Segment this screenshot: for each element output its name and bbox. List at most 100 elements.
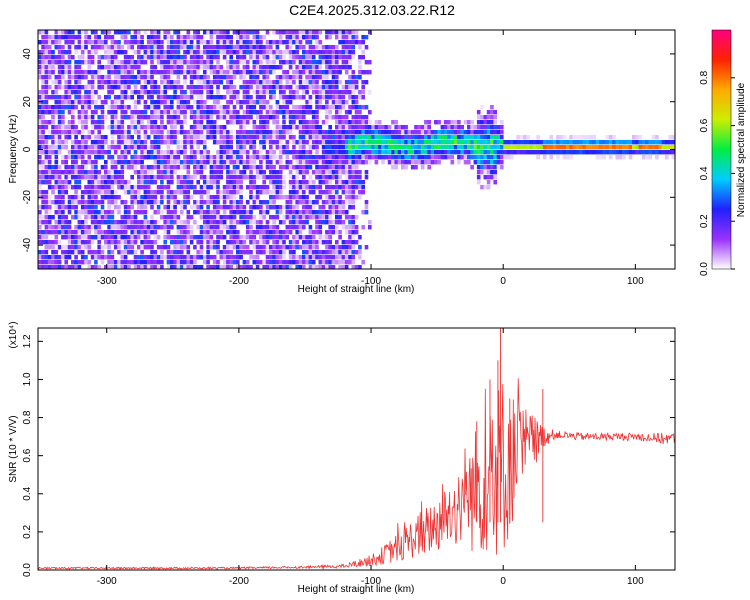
- spectrogram-cell: [467, 140, 471, 145]
- spectrogram-cell: [410, 135, 415, 140]
- spectrogram-cell: [361, 120, 365, 125]
- spectrogram-cell: [183, 195, 187, 200]
- spectrogram-cell: [199, 170, 204, 175]
- spectrogram-cell: [216, 130, 220, 135]
- spectrogram-cell: [229, 200, 233, 205]
- spectrogram-cell: [123, 85, 128, 90]
- spectrogram-cell: [80, 125, 85, 130]
- spectrogram-cell: [348, 225, 352, 230]
- spectrogram-cell: [74, 100, 78, 105]
- spectrogram-cell: [153, 200, 158, 205]
- spectrogram-cell: [262, 225, 266, 230]
- spectrogram-cell: [87, 235, 92, 240]
- spectrogram-cell: [84, 110, 88, 115]
- spectrogram-cell: [156, 200, 161, 205]
- spectrogram-cell: [351, 180, 356, 185]
- spectrogram-cell: [242, 95, 247, 100]
- spectrogram-cell: [176, 105, 181, 110]
- spectrogram-cell: [308, 135, 313, 140]
- spectrogram-cell: [216, 60, 220, 65]
- spectrogram-cell: [302, 95, 306, 100]
- spectrogram-cell: [84, 45, 88, 50]
- spectrogram-cell: [311, 265, 316, 269]
- spectrogram-cell: [298, 235, 303, 240]
- spectrogram-cell: [123, 115, 128, 120]
- spectrogram-cell: [203, 185, 207, 190]
- spectrogram-cell: [265, 65, 270, 70]
- spectrogram-cell: [183, 180, 187, 185]
- spectrogram-cell: [463, 130, 468, 135]
- spectrogram-cell: [206, 30, 210, 35]
- spectrogram-cell: [222, 165, 227, 170]
- spectrogram-cell: [186, 185, 191, 190]
- spectrogram-cell: [54, 130, 59, 135]
- spectrogram-cell: [64, 220, 68, 225]
- spectrogram-cell: [321, 180, 326, 185]
- spectrogram-cell: [236, 170, 240, 175]
- spectrogram-cell: [315, 195, 319, 200]
- spectrogram-cell: [77, 220, 82, 225]
- spectrogram-cell: [618, 155, 623, 160]
- spectrogram-cell: [242, 250, 247, 255]
- spectrogram-cell: [245, 45, 250, 50]
- spectrogram-cell: [117, 125, 121, 130]
- spectrogram-cell: [302, 245, 306, 250]
- spectrogram-cell: [285, 265, 290, 269]
- spectrogram-cell: [57, 180, 62, 185]
- spectrogram-cell: [117, 145, 121, 150]
- spectrogram-cell: [176, 180, 181, 185]
- spectrogram-cell: [127, 220, 131, 225]
- spectrogram-cell: [354, 145, 359, 150]
- spectrogram-cell: [344, 250, 349, 255]
- spectrogram-cell: [381, 140, 385, 145]
- spectrogram-cell: [127, 150, 131, 155]
- spectrogram-cell: [318, 230, 323, 235]
- spectrogram-cell: [38, 115, 42, 120]
- spectrogram-cell: [90, 130, 95, 135]
- spectrogram-cell: [265, 150, 270, 155]
- spectrogram-cell: [344, 260, 349, 265]
- spectrogram-cell: [496, 135, 501, 140]
- spectrogram-cell: [61, 105, 65, 110]
- spectrogram-cell: [308, 160, 313, 165]
- spectrogram-cell: [288, 115, 293, 120]
- spectrogram-cell: [245, 90, 250, 95]
- spectrogram-cell: [328, 45, 332, 50]
- spectrogram-cell: [130, 190, 134, 195]
- spectrogram-cell: [120, 260, 125, 265]
- spectrogram-cell: [94, 255, 98, 260]
- spectrogram-cell: [351, 225, 356, 230]
- spectrogram-cell: [302, 185, 306, 190]
- spectrogram-cell: [74, 45, 78, 50]
- spectrogram-cell: [110, 35, 115, 40]
- spectrogram-cell: [348, 200, 352, 205]
- spectrogram-cell: [97, 155, 101, 160]
- spectrogram-cell: [265, 40, 270, 45]
- spectrogram-cell: [90, 115, 95, 120]
- spectrogram-cell: [242, 90, 247, 95]
- spectrogram-cell: [57, 220, 62, 225]
- spectrogram-cell: [170, 50, 174, 55]
- spectrogram-cell: [272, 30, 276, 35]
- spectrogram-cell: [298, 140, 303, 145]
- spectrogram-cell: [480, 120, 484, 125]
- spectrogram-cell: [252, 240, 257, 245]
- spectrogram-cell: [94, 265, 98, 269]
- spectrogram-cell: [209, 130, 214, 135]
- spectrogram-cell: [113, 220, 118, 225]
- spectrogram-cell: [305, 110, 309, 115]
- spectrogram-cell: [51, 120, 55, 125]
- spectrogram-cell: [196, 130, 200, 135]
- spectrogram-cell: [166, 165, 171, 170]
- spectrogram-cell: [64, 260, 68, 265]
- spectrogram-cell: [318, 60, 323, 65]
- spectrogram-cell: [216, 165, 220, 170]
- spectrogram-cell: [269, 165, 273, 170]
- spectrogram-cell: [77, 55, 82, 60]
- spectrogram-cell: [585, 145, 590, 150]
- spectrogram-cell: [44, 85, 49, 90]
- spectrogram-cell: [97, 145, 101, 150]
- spectrogram-cell: [186, 45, 191, 50]
- spectrogram-cell: [500, 165, 504, 170]
- spectrogram-cell: [209, 255, 214, 260]
